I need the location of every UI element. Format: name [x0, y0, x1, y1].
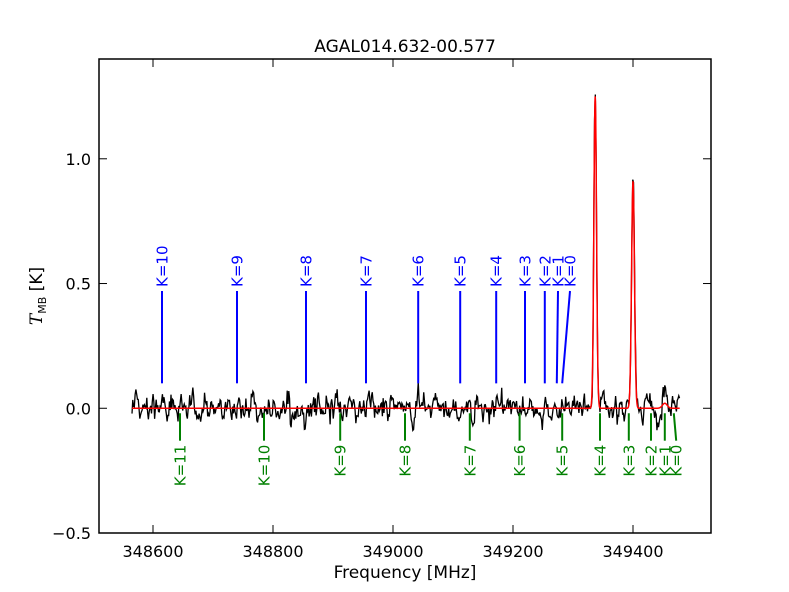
marker-label-blue: K=2 — [536, 255, 554, 287]
spectrum-line — [131, 94, 681, 433]
transition-markers: K=10 K=9 K=8 K=7 K=6 K=5 K=4 K=3 K=2K=1K=0K=11 K=… — [154, 246, 686, 487]
x-axis: 348600 348800 349000 349200 349400 — [122, 59, 664, 561]
fit-line — [132, 96, 680, 410]
marker-label-blue: K=7 — [358, 255, 376, 287]
y-axis: −0.5 0.0 0.5 1.0 — [52, 150, 711, 543]
x-tick-label: 349400 — [602, 542, 663, 561]
chart-title: AGAL014.632-00.577 — [314, 37, 496, 57]
y-tick-label: 1.0 — [66, 150, 91, 169]
marker-line-blue — [555, 290, 559, 384]
x-tick-label: 349000 — [362, 542, 423, 561]
marker-label-green: K=7 — [461, 445, 479, 477]
marker-label-green: K=9 — [332, 445, 350, 477]
marker-label-blue: K=8 — [298, 255, 316, 287]
x-axis-title: Frequency [MHz] — [334, 563, 477, 583]
y-axis-title-sub: MB — [36, 297, 49, 314]
marker-label-green: K=2 — [643, 445, 661, 477]
y-axis-title: TMB [K] — [27, 267, 49, 325]
marker-label-green: K=11 — [172, 445, 190, 487]
marker-label-blue: K=3 — [517, 255, 535, 287]
marker-label-green: K=1 — [656, 445, 674, 477]
marker-label-green: K=0 — [668, 445, 686, 477]
marker-label-blue: K=5 — [452, 255, 470, 287]
marker-label-blue: K=4 — [488, 255, 506, 287]
x-tick-label: 349200 — [482, 542, 543, 561]
marker-label-blue: K=9 — [229, 255, 247, 287]
x-tick-label: 348600 — [122, 542, 183, 561]
marker-label-green: K=5 — [554, 445, 572, 477]
y-tick-label: 0.5 — [66, 275, 91, 294]
x-tick-label: 348800 — [242, 542, 303, 561]
marker-label-green: K=4 — [592, 445, 610, 477]
marker-label-green: K=10 — [256, 445, 274, 487]
marker-line-blue — [561, 290, 571, 384]
y-tick-label: 0.0 — [66, 399, 91, 418]
plot-area — [131, 94, 681, 433]
svg-text:TMB [K]: TMB [K] — [27, 267, 49, 325]
y-axis-title-unit: [K] — [27, 267, 47, 291]
marker-label-blue: K=0 — [562, 255, 580, 287]
y-axis-title-main: T — [27, 312, 47, 325]
y-tick-label: −0.5 — [52, 524, 91, 543]
marker-label-green: K=3 — [620, 445, 638, 477]
marker-label-green: K=6 — [511, 445, 529, 477]
marker-label-blue: K=1 — [550, 255, 568, 287]
marker-label-blue: K=6 — [410, 255, 428, 287]
plot-frame — [98, 58, 712, 534]
marker-label-blue: K=10 — [154, 246, 172, 288]
marker-line-green — [672, 413, 678, 441]
marker-label-green: K=8 — [397, 445, 415, 477]
